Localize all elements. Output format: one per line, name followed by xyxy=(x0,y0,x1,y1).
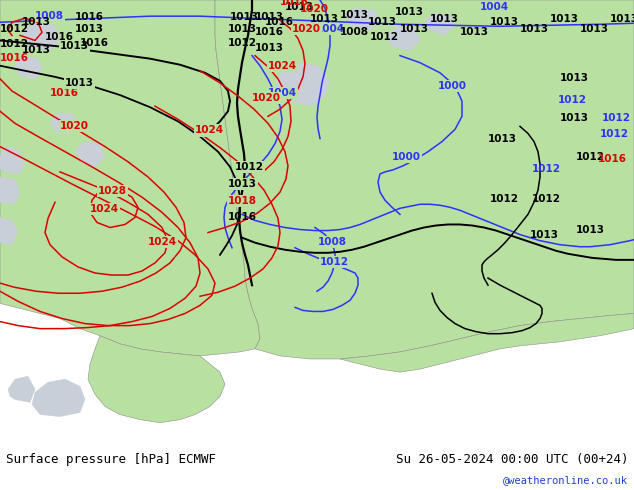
Text: 1016: 1016 xyxy=(255,27,284,37)
Polygon shape xyxy=(298,22,320,41)
Text: 1013: 1013 xyxy=(285,2,314,12)
Polygon shape xyxy=(388,26,420,50)
Text: 1012: 1012 xyxy=(558,95,587,105)
Text: 1013: 1013 xyxy=(230,12,259,22)
Text: 1028: 1028 xyxy=(98,186,127,196)
Polygon shape xyxy=(14,56,42,79)
Polygon shape xyxy=(88,336,225,423)
Polygon shape xyxy=(0,0,260,356)
Text: 1024: 1024 xyxy=(90,204,119,214)
Text: 1012: 1012 xyxy=(235,162,264,172)
Text: 1013: 1013 xyxy=(490,17,519,27)
Text: 1004: 1004 xyxy=(480,2,509,12)
Text: 1013: 1013 xyxy=(460,27,489,37)
Text: 1013: 1013 xyxy=(228,24,257,34)
Text: 1013: 1013 xyxy=(400,24,429,34)
Text: 1004: 1004 xyxy=(268,88,297,98)
Text: 1016: 1016 xyxy=(228,213,257,222)
Text: 1016: 1016 xyxy=(80,38,109,48)
Text: 1020: 1020 xyxy=(60,122,89,131)
Polygon shape xyxy=(0,218,18,245)
Text: 1020: 1020 xyxy=(300,4,329,14)
Text: 1013: 1013 xyxy=(610,14,634,24)
Text: 1012: 1012 xyxy=(532,164,561,174)
Text: 1013: 1013 xyxy=(395,7,424,17)
Text: 1013: 1013 xyxy=(228,179,257,189)
Polygon shape xyxy=(310,0,460,49)
Text: 1024: 1024 xyxy=(268,61,297,71)
Text: 1016: 1016 xyxy=(75,12,104,22)
Text: 1000: 1000 xyxy=(438,81,467,91)
Text: 1012: 1012 xyxy=(370,32,399,43)
Text: 1020: 1020 xyxy=(252,93,281,103)
Text: 1012: 1012 xyxy=(320,257,349,267)
Text: 1013: 1013 xyxy=(560,73,589,83)
Text: 1012: 1012 xyxy=(490,194,519,204)
Polygon shape xyxy=(275,63,330,106)
Text: 1013: 1013 xyxy=(488,134,517,144)
Text: 1016: 1016 xyxy=(0,52,29,63)
Text: 1013: 1013 xyxy=(255,43,284,52)
Polygon shape xyxy=(575,0,634,25)
Text: 1013: 1013 xyxy=(520,24,549,34)
Polygon shape xyxy=(450,0,550,35)
Text: 1000: 1000 xyxy=(392,152,421,162)
Polygon shape xyxy=(425,13,455,35)
Polygon shape xyxy=(50,113,78,133)
Polygon shape xyxy=(345,8,380,30)
Text: 1012: 1012 xyxy=(576,152,605,162)
Polygon shape xyxy=(0,177,20,204)
Text: 1012: 1012 xyxy=(0,24,29,34)
Text: 1013: 1013 xyxy=(75,24,104,34)
Text: 1013: 1013 xyxy=(550,14,579,24)
Polygon shape xyxy=(8,376,35,402)
Text: @weatheronline.co.uk: @weatheronline.co.uk xyxy=(503,475,628,485)
Polygon shape xyxy=(0,147,25,174)
Text: 1016: 1016 xyxy=(598,154,627,164)
Text: 1013: 1013 xyxy=(530,230,559,240)
Text: 1016: 1016 xyxy=(265,17,294,27)
Text: 1013: 1013 xyxy=(65,78,94,88)
Text: Surface pressure [hPa] ECMWF: Surface pressure [hPa] ECMWF xyxy=(6,453,216,466)
Text: 1013: 1013 xyxy=(576,224,605,235)
Polygon shape xyxy=(215,0,634,359)
Text: 1024: 1024 xyxy=(195,125,224,135)
Text: 1013: 1013 xyxy=(580,24,609,34)
Text: 1008: 1008 xyxy=(340,27,369,37)
Polygon shape xyxy=(75,142,105,167)
Text: 1016: 1016 xyxy=(280,0,309,7)
Text: 1020: 1020 xyxy=(292,24,321,34)
Text: 1013: 1013 xyxy=(22,17,51,27)
Text: 1013: 1013 xyxy=(22,45,51,54)
Polygon shape xyxy=(22,22,60,50)
Text: 1012: 1012 xyxy=(602,113,631,123)
Text: 1008: 1008 xyxy=(35,11,64,21)
Text: 1013: 1013 xyxy=(310,14,339,24)
Text: 1008: 1008 xyxy=(318,237,347,246)
Text: 1012: 1012 xyxy=(0,39,29,49)
Polygon shape xyxy=(520,0,634,50)
Text: 1012: 1012 xyxy=(532,194,561,204)
Text: 1013: 1013 xyxy=(60,41,89,50)
Text: 1012: 1012 xyxy=(600,128,629,139)
Text: Su 26-05-2024 00:00 UTC (00+24): Su 26-05-2024 00:00 UTC (00+24) xyxy=(396,453,628,466)
Polygon shape xyxy=(32,379,85,416)
Text: 1013: 1013 xyxy=(255,12,284,22)
Text: 1016: 1016 xyxy=(50,88,79,98)
Text: 1013: 1013 xyxy=(560,113,589,123)
Text: 1013: 1013 xyxy=(340,10,369,20)
Text: 1013: 1013 xyxy=(368,17,397,27)
Text: 1013: 1013 xyxy=(430,14,459,24)
Text: 1018: 1018 xyxy=(228,196,257,206)
Text: 1024: 1024 xyxy=(148,237,177,246)
Text: 1016: 1016 xyxy=(45,32,74,43)
Text: 1012: 1012 xyxy=(228,38,257,48)
Text: 1004: 1004 xyxy=(316,24,345,34)
Polygon shape xyxy=(265,25,300,50)
Polygon shape xyxy=(340,314,634,372)
